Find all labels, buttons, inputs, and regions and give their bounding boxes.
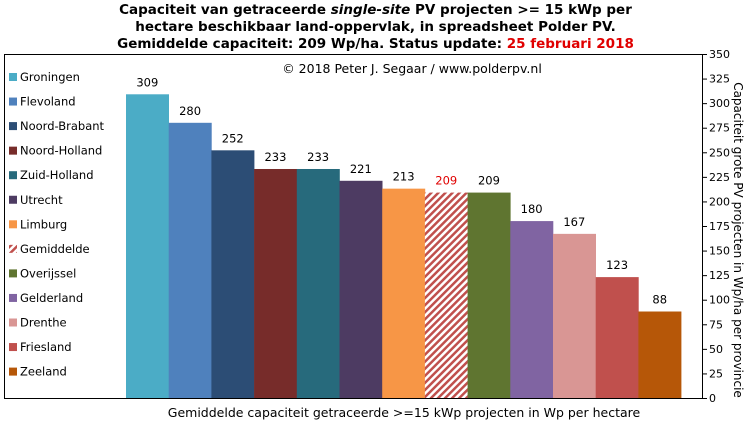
data-label: 233 [307,150,329,164]
legend-swatch-noord-brabant [9,122,17,131]
legend-swatch-gemiddelde [9,244,17,253]
legend-label-groningen: Groningen [20,70,80,84]
y-tick-label: 350 [709,48,730,61]
bar-friesland [595,277,639,398]
legend-label-limburg: Limburg [20,217,67,231]
title-line-1-b: PV projecten >= 15 kWp per [410,2,632,18]
legend-swatch-overijssel [9,269,17,278]
copyright-text: © 2018 Peter J. Segaar / www.polderpv.nl [282,61,542,76]
bar-gelderland [510,221,554,398]
title-line-1-emphasis: single-site [330,2,411,18]
data-label: 309 [136,75,158,89]
y-tick-label: 300 [709,97,730,110]
bar-gemiddelde [424,192,468,398]
data-label: 233 [264,150,286,164]
y-tick-label: 200 [709,195,730,208]
y-tick-label: 125 [709,269,730,282]
y-tick-label: 50 [709,343,723,356]
data-label: 209 [435,174,457,188]
y-tick-label: 0 [709,392,716,405]
bar-noord-brabant [211,150,255,398]
y-tick-label: 225 [709,171,730,184]
legend-label-gelderland: Gelderland [20,291,83,305]
chart-title: Capaciteit van getraceerde single-site P… [0,2,751,53]
y-axis-label: Capaciteit grote PV projecten in Wp/ha p… [731,82,745,398]
legend-swatch-utrecht [9,195,17,204]
legend-swatch-gelderland [9,293,17,302]
x-axis-label: Gemiddelde capaciteit getraceerde >=15 k… [168,405,641,420]
legend-label-drenthe: Drenthe [20,316,67,330]
legend-swatch-noord-holland [9,146,17,155]
legend-label-zeeland: Zeeland [20,365,67,379]
y-tick-label: 100 [709,294,730,307]
data-label: 221 [350,162,372,176]
bar-zeeland [638,311,682,398]
legend-swatch-flevoland [9,97,17,106]
data-label: 209 [478,174,500,188]
title-line-1: Capaciteit van getraceerde single-site P… [0,2,751,19]
bar-overijssel [467,192,511,398]
title-line-3-text: Gemiddelde capaciteit: 209 Wp/ha. Status… [117,36,507,52]
legend-swatch-zeeland [9,367,17,376]
y-tick-label: 75 [709,318,723,331]
legend-swatch-drenthe [9,318,17,327]
legend-label-noord-holland: Noord-Holland [20,144,102,158]
bar-zuid-holland [296,168,340,398]
y-tick-label: 150 [709,245,730,258]
data-label: 88 [652,293,667,307]
legend-label-friesland: Friesland [20,340,72,354]
bar-utrecht [339,180,383,398]
data-label: 123 [606,258,628,272]
y-tick-label: 25 [709,367,723,380]
y-tick-label: 175 [709,220,730,233]
data-label: 252 [222,131,244,145]
legend-label-gemiddelde: Gemiddelde [20,242,90,256]
title-line-1-a: Capaciteit van getraceerde [119,2,331,18]
bar-groningen [126,94,169,398]
y-tick-label: 275 [709,122,730,135]
bar-drenthe [553,233,596,398]
bar-flevoland [168,122,212,399]
legend-swatch-zuid-holland [9,171,17,180]
data-label: 167 [563,215,585,229]
legend-label-noord-brabant: Noord-Brabant [20,119,105,133]
title-line-3: Gemiddelde capaciteit: 209 Wp/ha. Status… [0,36,751,53]
y-tick-label: 250 [709,146,730,159]
bar-noord-holland [254,168,298,398]
status-date: 25 februari 2018 [506,36,634,52]
legend-label-flevoland: Flevoland [20,95,76,109]
title-line-2: hectare beschikbaar land-oppervlak, in s… [135,19,616,35]
bar-limburg [382,188,426,398]
data-label: 280 [179,104,201,118]
legend-label-zuid-holland: Zuid-Holland [20,168,94,182]
legend-swatch-friesland [9,343,17,352]
legend-label-utrecht: Utrecht [20,193,63,207]
data-label: 180 [521,202,543,216]
legend-swatch-groningen [9,73,17,81]
y-tick-label: 325 [709,73,730,86]
legend-label-overijssel: Overijssel [20,266,76,280]
data-label: 213 [393,170,415,184]
legend-swatch-limburg [9,220,17,229]
